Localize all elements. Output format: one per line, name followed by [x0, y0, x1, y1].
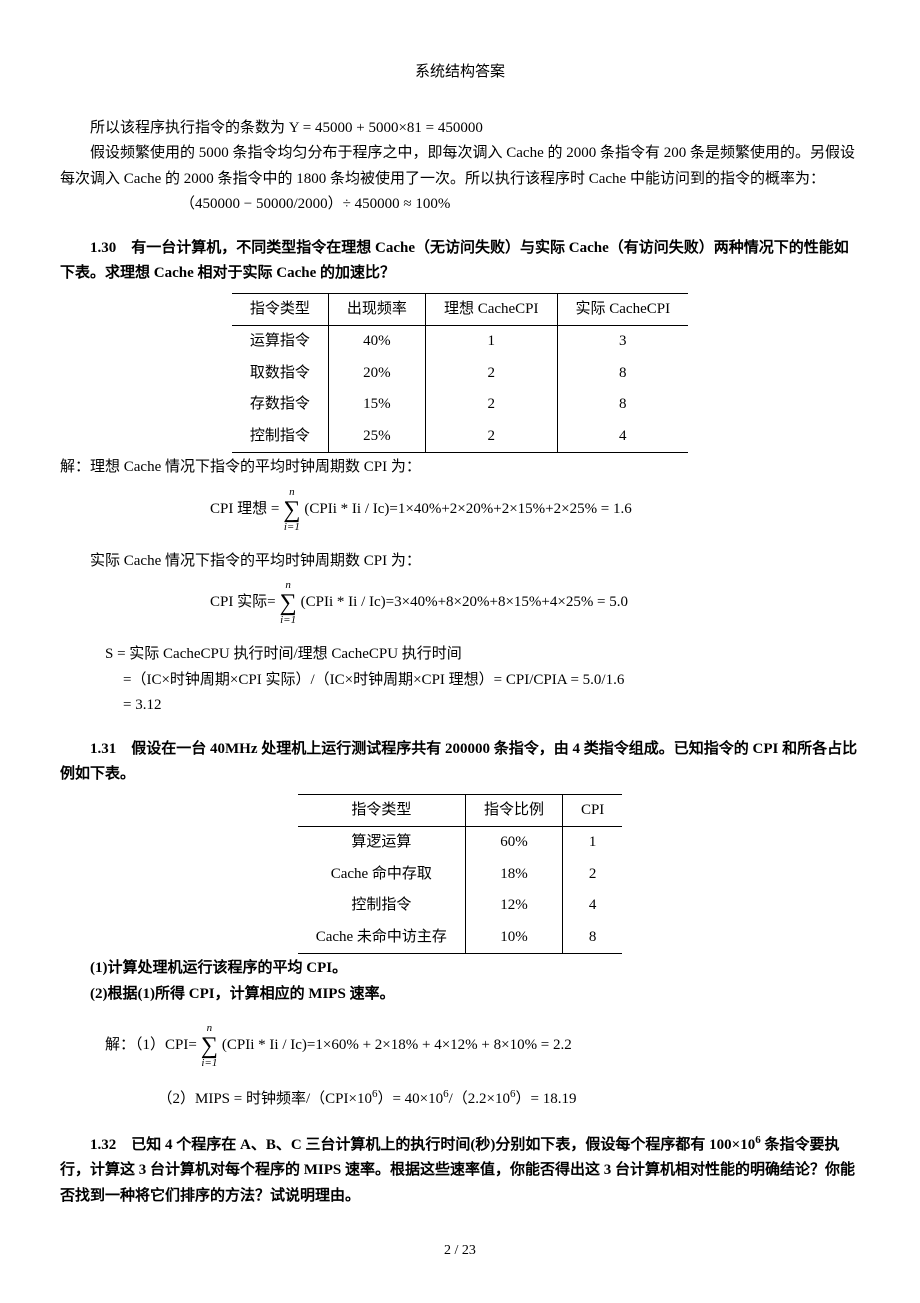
table-cell: 4 [557, 421, 688, 453]
table-cell: 25% [328, 421, 425, 453]
table-cell: Cache 命中存取 [298, 859, 466, 891]
sum-top: n [289, 487, 295, 498]
q131-sub1: (1)计算处理机运行该程序的平均 CPI。 [60, 956, 860, 982]
formula-prefix: CPI 理想 = [210, 497, 279, 523]
table-cell: 2 [425, 389, 557, 421]
table-cell: 1 [425, 326, 557, 358]
formula-prefix: CPI 实际= [210, 590, 276, 616]
table-cell: 4 [562, 890, 622, 922]
text: /（2.2×10 [449, 1091, 510, 1107]
table-cell: Cache 未命中访主存 [298, 922, 466, 954]
formula-prefix: 解：（1）CPI= [105, 1033, 197, 1059]
q130-question: 1.30 有一台计算机，不同类型指令在理想 Cache（无访问失败）与实际 Ca… [60, 236, 860, 287]
sum-bot: i=1 [201, 1058, 217, 1069]
q130-th-1: 出现频率 [328, 293, 425, 326]
table-cell: 算逻运算 [298, 827, 466, 859]
table-cell: 1 [562, 827, 622, 859]
q130-th-0: 指令类型 [232, 293, 329, 326]
table-cell: 40% [328, 326, 425, 358]
text: （2）MIPS = 时钟频率/（CPI×10 [158, 1091, 372, 1107]
q130-s-line2: =（IC×时钟周期×CPI 实际）/（IC×时钟周期×CPI 理想）= CPI/… [123, 672, 624, 688]
doc-title: 系统结构答案 [60, 60, 860, 86]
q130-s-line1: S = 实际 CacheCPU 执行时间/理想 CacheCPU 执行时间 [60, 642, 860, 668]
q130-sol-mid: 实际 Cache 情况下指令的平均时钟周期数 CPI 为： [60, 549, 860, 575]
table-cell: 8 [562, 922, 622, 954]
sum-bot: i=1 [284, 522, 300, 533]
intro-line1: 所以该程序执行指令的条数为 Y = 45000 + 5000×81 = 4500… [60, 116, 860, 142]
q130-formula-1: CPI 理想 = n ∑ i=1 (CPIi * Ii / Ic)=1×40%+… [60, 487, 860, 533]
table-cell: 3 [557, 326, 688, 358]
table-cell: 20% [328, 358, 425, 390]
text: 1.32 已知 4 个程序在 A、B、C 三台计算机上的执行时间(秒)分别如下表… [90, 1137, 755, 1153]
table-cell: 2 [425, 358, 557, 390]
intro-line2: 假设频繁使用的 5000 条指令均匀分布于程序之中，即每次调入 Cache 的 … [60, 141, 860, 192]
table-cell: 控制指令 [232, 421, 329, 453]
table-cell: 10% [465, 922, 562, 954]
text: ）= 18.19 [516, 1091, 577, 1107]
table-cell: 存数指令 [232, 389, 329, 421]
table-cell: 2 [425, 421, 557, 453]
table-cell: 2 [562, 859, 622, 891]
q130-table: 指令类型 出现频率 理想 CacheCPI 实际 CacheCPI 运算指令 4… [232, 293, 688, 454]
q130-formula-2: CPI 实际= n ∑ i=1 (CPIi * Ii / Ic)=3×40%+8… [60, 580, 860, 626]
sigma-icon: n ∑ i=1 [283, 487, 300, 533]
q131-table: 指令类型 指令比例 CPI 算逻运算 60% 1 Cache 命中存取 18% … [298, 794, 623, 955]
sigma-icon: n ∑ i=1 [201, 1023, 218, 1069]
table-cell: 运算指令 [232, 326, 329, 358]
q130-th-2: 理想 CacheCPI [425, 293, 557, 326]
sigma-icon: n ∑ i=1 [280, 580, 297, 626]
formula-rest: (CPIi * Ii / Ic)=1×40%+2×20%+2×15%+2×25%… [304, 497, 631, 523]
q131-question: 1.31 假设在一台 40MHz 处理机上运行测试程序共有 200000 条指令… [60, 737, 860, 788]
table-cell: 8 [557, 389, 688, 421]
table-cell: 取数指令 [232, 358, 329, 390]
q131-th-0: 指令类型 [298, 794, 466, 827]
q130-sol-intro: 解：理想 Cache 情况下指令的平均时钟周期数 CPI 为： [60, 455, 860, 481]
table-cell: 控制指令 [298, 890, 466, 922]
table-cell: 12% [465, 890, 562, 922]
table-cell: 60% [465, 827, 562, 859]
text: ）= 40×10 [377, 1091, 443, 1107]
q131-th-1: 指令比例 [465, 794, 562, 827]
superscript: 6 [755, 1134, 761, 1146]
table-cell: 18% [465, 859, 562, 891]
table-cell: 15% [328, 389, 425, 421]
q131-th-2: CPI [562, 794, 622, 827]
formula-rest: (CPIi * Ii / Ic)=3×40%+8×20%+8×15%+4×25%… [301, 590, 628, 616]
formula-rest: (CPIi * Ii / Ic)=1×60% + 2×18% + 4×12% +… [222, 1033, 572, 1059]
q131-formula-1: 解：（1）CPI= n ∑ i=1 (CPIi * Ii / Ic)=1×60%… [60, 1023, 860, 1069]
q131-sol2: （2）MIPS = 时钟频率/（CPI×106）= 40×106/（2.2×10… [60, 1085, 860, 1113]
table-cell: 8 [557, 358, 688, 390]
q130-th-3: 实际 CacheCPI [557, 293, 688, 326]
sum-bot: i=1 [280, 615, 296, 626]
q130-s-line3: = 3.12 [60, 693, 860, 719]
q132-question: 1.32 已知 4 个程序在 A、B、C 三台计算机上的执行时间(秒)分别如下表… [60, 1131, 860, 1210]
intro-line3: （450000 − 50000/2000）÷ 450000 ≈ 100% [60, 192, 860, 218]
q131-sub2: (2)根据(1)所得 CPI，计算相应的 MIPS 速率。 [60, 982, 860, 1008]
page-number: 2 / 23 [60, 1239, 860, 1263]
